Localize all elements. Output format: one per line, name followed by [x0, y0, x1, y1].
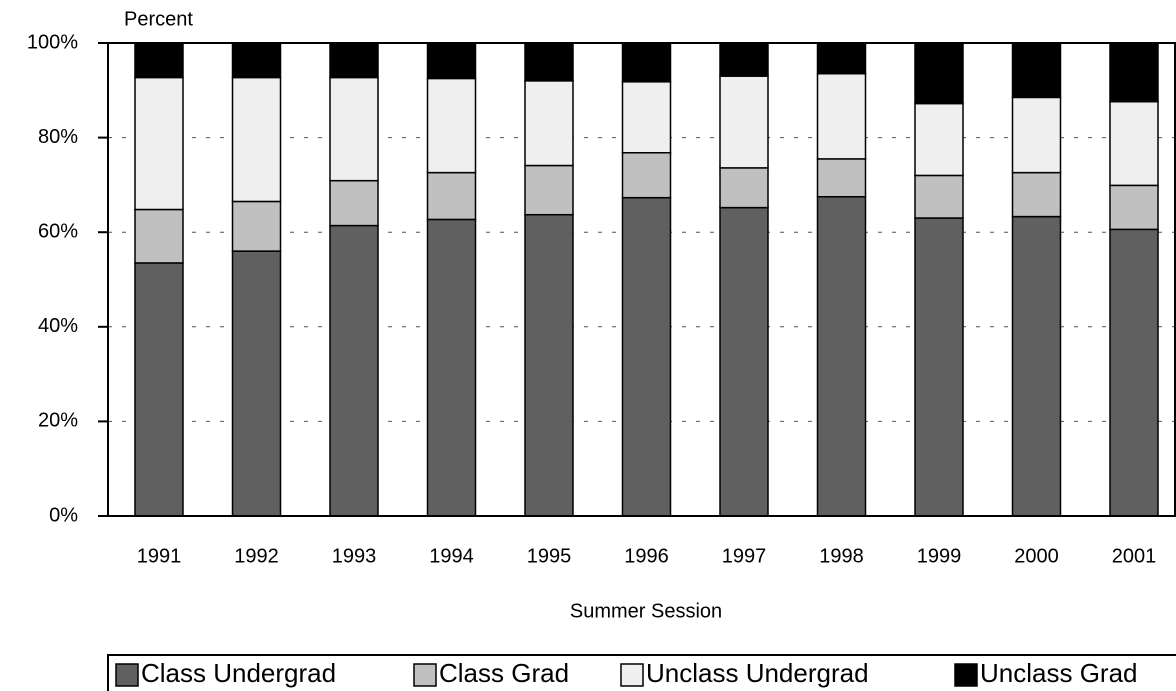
bar-segment [816, 72, 867, 160]
bar-segment [231, 42, 282, 79]
x-tick-label: 1993 [332, 545, 377, 567]
x-tick-label: 2000 [1014, 545, 1059, 567]
x-tick-label: 1995 [527, 545, 572, 567]
bar-segment [1011, 215, 1062, 517]
legend-swatch [954, 663, 978, 687]
legend-frame [107, 654, 1176, 691]
bar-segment [914, 102, 964, 177]
legend-label: Class Grad [439, 658, 569, 688]
y-axis-title: Percent [124, 8, 193, 30]
y-tick-label: 60% [38, 220, 78, 242]
bar-segment [426, 77, 477, 174]
bar-segment [914, 174, 964, 219]
bar-segment [621, 196, 672, 517]
bar-segment [816, 42, 867, 75]
legend-label: Unclass Grad [980, 658, 1138, 688]
bar-segment [231, 200, 282, 252]
bar-segment [1011, 171, 1062, 218]
x-tick-label: 1992 [234, 545, 279, 567]
x-axis-title: Summer Session [570, 600, 722, 622]
legend-label: Class Undergrad [141, 658, 336, 688]
bar-segment [524, 213, 574, 517]
y-tick-label: 100% [27, 31, 78, 53]
bar-segment [134, 208, 184, 264]
bar-segment [816, 158, 867, 198]
bar-segment [524, 164, 574, 216]
bar-segment [426, 42, 477, 80]
bar-segment [329, 76, 379, 182]
bar-segment [426, 218, 477, 517]
legend: Class Undergrad Class Grad Unclass Undergr… [115, 658, 1138, 688]
bar-segment [1109, 100, 1159, 187]
bar-segment [719, 167, 769, 209]
bar-segment [1011, 96, 1062, 174]
bar-segment [329, 224, 379, 517]
bar-segment [426, 171, 477, 221]
legend-swatch [620, 663, 644, 687]
x-tick-label: 1996 [624, 545, 669, 567]
bar-segment [621, 81, 672, 154]
bar-segment [134, 76, 184, 211]
bar-segment [329, 42, 379, 79]
x-tick-label: 1991 [137, 545, 182, 567]
bar-segment [1011, 42, 1062, 99]
bar-segment [1109, 184, 1159, 231]
bar-segment [621, 151, 672, 199]
bar-segment [1109, 42, 1159, 103]
legend-swatch [115, 663, 139, 687]
bar-segment [524, 42, 574, 82]
bar-segment [914, 42, 964, 105]
x-tick-label: 1998 [819, 545, 864, 567]
bar-segment [1109, 228, 1159, 517]
legend-label: Unclass Undergrad [646, 658, 869, 688]
bar-segment [621, 42, 672, 83]
x-tick-label: 1994 [429, 545, 474, 567]
bar-segment [816, 195, 867, 517]
bar-segment [231, 250, 282, 517]
bar-segment [719, 206, 769, 517]
bar-segment [719, 75, 769, 169]
bar-segment [231, 76, 282, 203]
x-tick-label: 1999 [917, 545, 962, 567]
bar-segment [524, 80, 574, 167]
bar-segment [719, 42, 769, 77]
y-tick-label: 20% [38, 410, 78, 432]
y-tick-label: 40% [38, 315, 78, 337]
y-tick-label: 0% [49, 504, 78, 526]
bar-segment [329, 179, 379, 227]
legend-swatch [413, 663, 437, 687]
bar-segment [134, 42, 184, 79]
x-tick-label: 1997 [722, 545, 767, 567]
bar-segment [134, 262, 184, 517]
y-tick-label: 80% [38, 126, 78, 148]
bar-segment [914, 217, 964, 517]
x-tick-label: 2001 [1112, 545, 1157, 567]
